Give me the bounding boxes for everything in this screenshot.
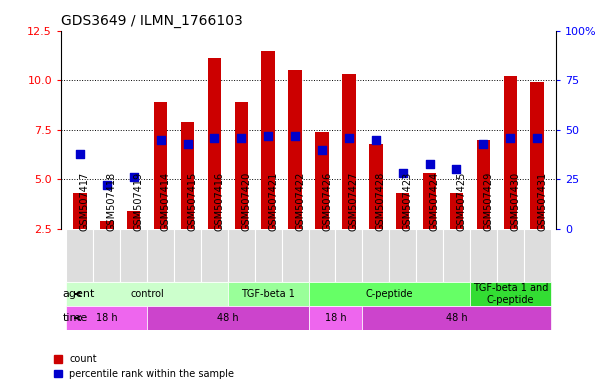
Bar [73,193,87,229]
Bar [235,102,248,229]
Bar [470,282,551,306]
Point [532,135,542,141]
Bar [174,229,201,282]
Bar [309,306,362,330]
Bar [67,282,228,306]
Bar [154,102,167,229]
Point [129,174,139,180]
Point [102,182,112,189]
Text: GSM507430: GSM507430 [510,171,521,230]
Point [75,151,85,157]
Legend: count, percentile rank within the sample: count, percentile rank within the sample [54,354,234,379]
Point [290,133,300,139]
Point [317,147,327,153]
Point [505,135,515,141]
Bar [470,229,497,282]
Point [398,170,408,177]
Text: GDS3649 / ILMN_1766103: GDS3649 / ILMN_1766103 [61,14,243,28]
Point [210,135,219,141]
Bar [282,229,309,282]
Point [452,166,461,172]
Bar [309,229,335,282]
Bar [362,229,389,282]
Bar [208,58,221,229]
Text: 18 h: 18 h [96,313,118,323]
Point [425,161,434,167]
Bar [228,229,255,282]
Bar [369,144,382,229]
Text: GSM507420: GSM507420 [241,171,251,230]
Bar [396,193,409,229]
Text: TGF-beta 1: TGF-beta 1 [241,289,295,299]
Bar [67,306,147,330]
Text: GSM507429: GSM507429 [483,171,494,230]
Bar [342,74,356,229]
Bar [443,229,470,282]
Text: GSM507421: GSM507421 [268,171,278,230]
Point [183,141,192,147]
Point [371,137,381,143]
Bar [530,82,544,229]
Text: 18 h: 18 h [324,313,346,323]
Text: TGF-beta 1 and
C-peptide: TGF-beta 1 and C-peptide [472,283,548,305]
Bar [262,51,275,229]
Bar [524,229,551,282]
Text: C-peptide: C-peptide [365,289,413,299]
Bar [127,211,141,229]
Bar [67,229,93,282]
Point [344,135,354,141]
Bar [477,140,490,229]
Text: GSM507431: GSM507431 [537,171,547,230]
Text: time: time [62,313,88,323]
Bar [416,229,443,282]
Text: 48 h: 48 h [217,313,239,323]
Bar [228,282,309,306]
Text: GSM507418: GSM507418 [107,171,117,230]
Bar [93,229,120,282]
Bar [120,229,147,282]
Bar [315,132,329,229]
Text: agent: agent [62,289,95,299]
Text: GSM507423: GSM507423 [403,171,412,230]
Point [236,135,246,141]
Text: GSM507417: GSM507417 [80,171,90,230]
Bar [288,70,302,229]
Text: GSM507425: GSM507425 [456,171,466,230]
Bar [362,306,551,330]
Point [478,141,488,147]
Text: GSM507422: GSM507422 [295,171,305,230]
Bar [147,306,309,330]
Bar [201,229,228,282]
Bar [450,193,463,229]
Bar [503,76,517,229]
Bar [147,229,174,282]
Text: GSM507427: GSM507427 [349,171,359,230]
Text: GSM507415: GSM507415 [188,171,197,230]
Text: GSM507428: GSM507428 [376,171,386,230]
Bar [423,174,436,229]
Bar [335,229,362,282]
Point [263,133,273,139]
Text: 48 h: 48 h [445,313,467,323]
Bar [389,229,416,282]
Point [156,137,166,143]
Text: GSM507416: GSM507416 [214,171,224,230]
Bar [255,229,282,282]
Bar [497,229,524,282]
Text: GSM507414: GSM507414 [161,171,170,230]
Text: GSM507424: GSM507424 [430,171,439,230]
Text: GSM507426: GSM507426 [322,171,332,230]
Bar [309,282,470,306]
Text: GSM507419: GSM507419 [134,171,144,230]
Bar [181,122,194,229]
Text: control: control [130,289,164,299]
Bar [100,221,114,229]
